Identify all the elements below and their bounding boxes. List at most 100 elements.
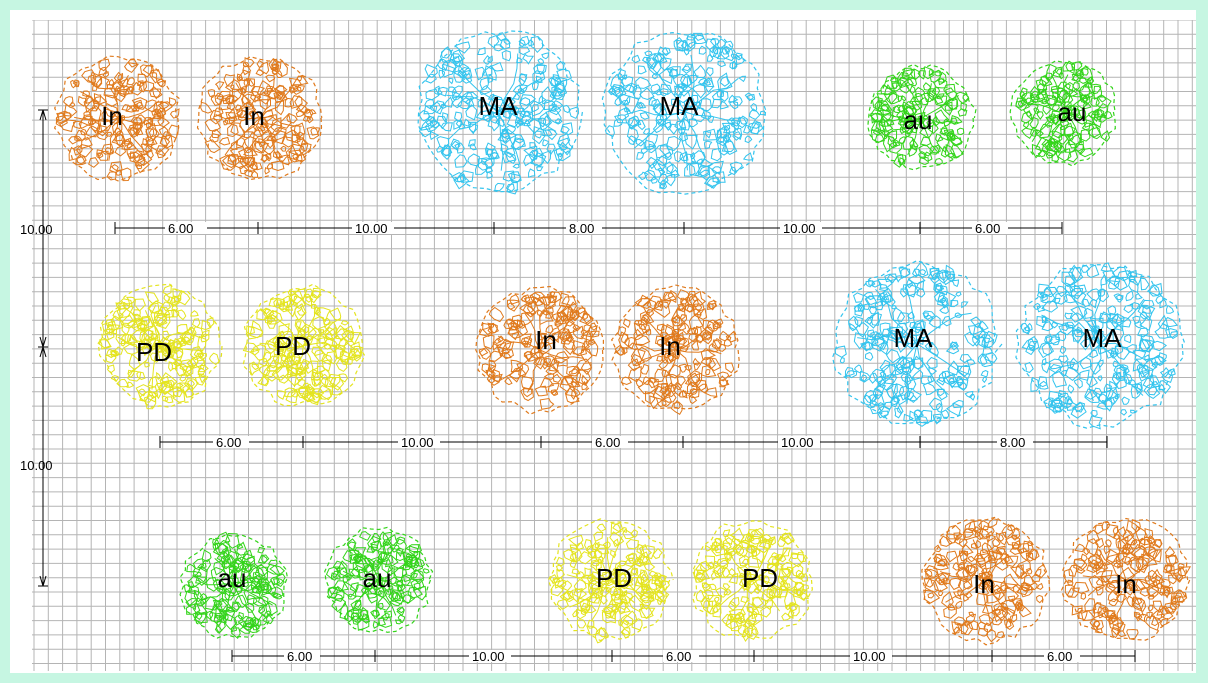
leaf-cluster [311,346,324,356]
leaf-cluster [618,560,627,567]
leaf-cluster [118,308,138,325]
leaf-cluster [985,628,997,643]
leaf-cluster [454,111,463,123]
leaf-cluster [1058,324,1074,336]
leaf-cluster [746,533,753,541]
leaf-cluster [310,127,321,136]
leaf-cluster [705,38,717,54]
tree-symbol: In [196,56,323,181]
leaf-cluster [205,576,219,592]
leaf-cluster [292,75,309,86]
leaf-cluster [239,157,250,168]
branch-line [671,307,679,351]
leaf-cluster [1086,561,1103,574]
leaf-cluster [954,312,963,318]
branch-line [684,78,739,113]
branch-line [916,343,949,396]
branch-line [224,117,261,156]
leaf-cluster [834,345,847,358]
leaf-cluster [1079,369,1090,381]
leaf-cluster [214,81,225,91]
leaf-cluster [152,108,165,120]
leaf-cluster [703,128,718,141]
branch-line [214,558,235,587]
leaf-cluster [112,346,124,356]
leaf-cluster [655,114,664,124]
branch-line [643,316,677,351]
leaf-cluster [1039,123,1053,139]
leaf-cluster [885,349,901,364]
leaf-cluster [1101,520,1111,531]
leaf-cluster [882,328,894,338]
branch-line [259,117,282,163]
leaf-cluster [322,317,331,326]
leaf-cluster [242,342,261,353]
branch-line [921,95,960,119]
leaf-cluster [1080,592,1087,600]
leaf-cluster [659,83,673,95]
leaf-cluster [1093,561,1106,576]
vertical-dimension [38,109,48,587]
leaf-cluster [1090,97,1100,107]
leaf-cluster [635,378,644,388]
leaf-cluster [138,340,146,351]
leaf-cluster [225,111,238,122]
leaf-cluster [648,377,659,389]
leaf-cluster [113,71,122,83]
branch-line [1045,111,1065,149]
leaf-cluster [777,575,786,587]
leaf-cluster [1151,538,1163,549]
leaf-cluster [941,370,951,380]
leaf-cluster [254,134,264,145]
leaf-cluster [1005,617,1015,631]
leaf-cluster [132,117,143,132]
leaf-cluster [377,596,391,611]
leaf-cluster [1064,82,1074,91]
leaf-cluster [204,139,222,154]
leaf-cluster [116,304,134,319]
leaf-cluster [724,534,736,546]
leaf-cluster [612,538,619,548]
leaf-cluster [1004,587,1020,601]
leaf-cluster [751,610,758,620]
leaf-cluster [506,318,514,325]
leaf-cluster [659,114,668,121]
leaf-cluster [187,326,197,338]
leaf-cluster [675,307,686,320]
dimension-row-1: 6.00 10.00 8.00 10.00 6.00 [114,221,1063,236]
leaf-cluster [335,324,351,340]
leaf-cluster [1097,94,1107,103]
branch-line [458,71,499,113]
leaf-cluster [914,92,924,103]
leaf-cluster [79,128,88,136]
leaf-cluster [227,108,236,120]
leaf-cluster [455,119,463,128]
leaf-cluster [920,375,933,385]
leaf-cluster [1137,556,1149,574]
leaf-cluster [518,39,526,47]
leaf-cluster [901,67,913,77]
leaf-cluster [321,359,331,372]
leaf-cluster [955,376,965,387]
leaf-cluster [122,302,131,310]
leaf-cluster [1170,596,1179,606]
canopy-outline [831,259,1003,425]
leaf-cluster [603,603,618,619]
leaf-cluster [305,383,316,395]
leaf-cluster [160,372,178,389]
leaf-cluster [241,579,249,588]
leaf-cluster [271,130,286,145]
leaf-cluster [623,106,631,113]
leaf-cluster [1012,584,1021,593]
branch-line [302,341,347,353]
leaf-cluster [213,613,223,627]
branch-line [886,117,923,137]
leaf-cluster [643,169,657,182]
leaf-cluster [939,297,947,304]
leaf-cluster [707,594,722,607]
leaf-cluster [224,590,235,601]
leaf-cluster [339,350,351,363]
leaf-cluster [613,119,624,127]
leaf-cluster [1097,375,1103,382]
leaf-cluster [1057,390,1066,398]
